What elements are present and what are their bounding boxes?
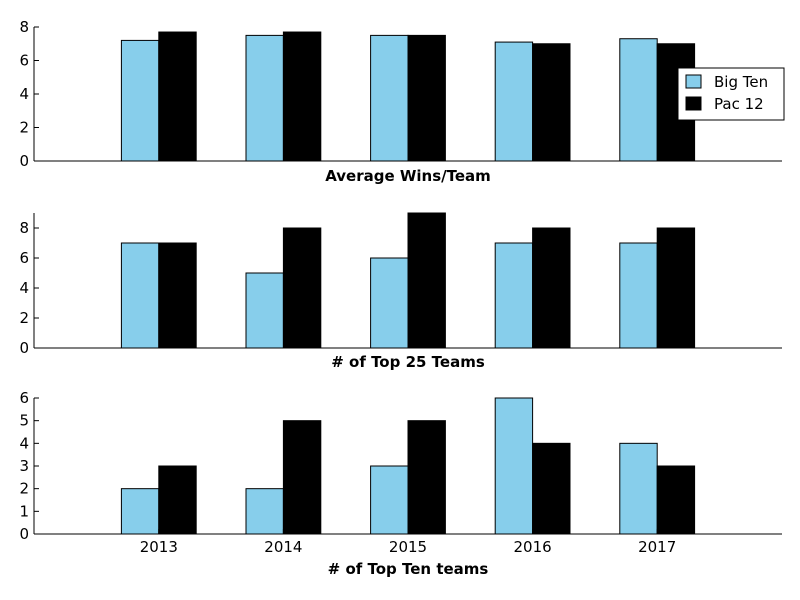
y-tick-label: 0: [19, 525, 29, 543]
x-tick-label: 2014: [264, 538, 302, 556]
y-tick-label: 5: [19, 412, 29, 430]
y-tick-label: 1: [19, 502, 29, 520]
x-tick-label: 2016: [514, 538, 552, 556]
x-axis-title: Average Wins/Team: [325, 167, 491, 185]
y-tick-label: 2: [19, 480, 29, 498]
bar-big-ten-2016: [494, 397, 534, 535]
bar-pac-12-2016: [532, 442, 571, 535]
y-tick-label: 6: [19, 249, 29, 267]
bar-pac-12-2015: [407, 34, 446, 162]
y-tick-label: 4: [19, 434, 29, 452]
bar-big-ten-2015: [370, 257, 409, 349]
y-tick-label: 8: [19, 219, 29, 237]
bar-big-ten-2017: [619, 38, 658, 162]
bar-pac-12-2013: [158, 31, 197, 162]
bar-big-ten-2016: [494, 242, 534, 349]
bar-big-ten-2014: [245, 488, 284, 535]
bar-big-ten-2013: [120, 39, 160, 162]
y-tick-label: 4: [19, 85, 29, 103]
legend-swatch-big-ten: [685, 74, 702, 89]
bar-big-ten-2017: [619, 442, 658, 535]
bar-big-ten-2013: [120, 488, 160, 535]
bar-pac-12-2015: [407, 212, 446, 349]
legend-label-big-ten: Big Ten: [714, 73, 768, 91]
x-tick-label: 2015: [389, 538, 427, 556]
y-tick-label: 3: [19, 457, 29, 475]
y-tick-label: 2: [19, 309, 29, 327]
y-tick-label: 4: [19, 279, 29, 297]
bar-pac-12-2016: [532, 227, 571, 349]
y-tick-label: 6: [19, 52, 29, 70]
legend-swatch-pac-12: [685, 96, 702, 111]
x-axis-title: # of Top Ten teams: [328, 560, 489, 578]
bar-pac-12-2016: [532, 43, 571, 162]
x-tick-label: 2013: [140, 538, 178, 556]
bar-pac-12-2017: [656, 465, 696, 535]
bar-pac-12-2013: [158, 242, 197, 349]
y-tick-label: 0: [19, 152, 29, 170]
y-tick-label: 6: [19, 389, 29, 407]
bar-pac-12-2014: [282, 420, 322, 535]
bar-big-ten-2017: [619, 242, 658, 349]
legend-label-pac-12: Pac 12: [714, 95, 764, 113]
y-tick-label: 8: [19, 18, 29, 36]
bar-big-ten-2014: [245, 34, 284, 162]
y-tick-label: 0: [19, 339, 29, 357]
x-tick-label: 2017: [638, 538, 676, 556]
bar-big-ten-2013: [120, 242, 160, 349]
bar-pac-12-2015: [407, 420, 446, 535]
bar-pac-12-2014: [282, 31, 322, 162]
bar-pac-12-2014: [282, 227, 322, 349]
bar-pac-12-2013: [158, 465, 197, 535]
bar-big-ten-2015: [370, 34, 409, 162]
x-axis-title: # of Top 25 Teams: [331, 353, 485, 371]
bar-big-ten-2014: [245, 272, 284, 349]
bar-pac-12-2017: [656, 227, 696, 349]
bar-big-ten-2015: [370, 465, 409, 535]
bar-big-ten-2016: [494, 41, 534, 162]
y-tick-label: 2: [19, 119, 29, 137]
